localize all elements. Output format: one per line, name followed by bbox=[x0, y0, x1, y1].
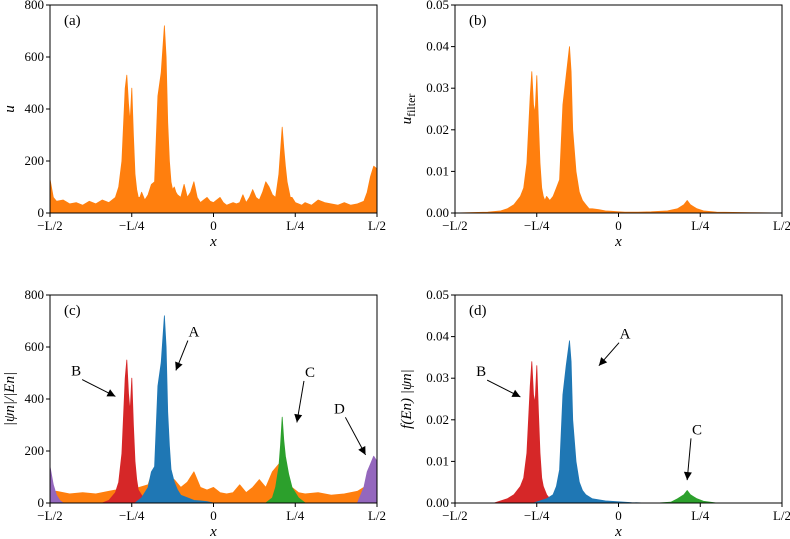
y-tick-label: 0 bbox=[38, 205, 45, 220]
annotation-label: A bbox=[188, 325, 199, 341]
x-tick-label: L/2 bbox=[773, 508, 790, 523]
chart-panel-1: 0 200 400 600 800 −L/2 −L/4 0 L/4 L/2 x u (a) bbox=[2, 0, 386, 250]
chart-panel-3: 0 200 400 600 800 −L/2 −L/4 0 L/4 L/2 x |ψn|/|En| (c… bbox=[2, 287, 386, 539]
x-tick-label: L/4 bbox=[286, 218, 305, 233]
x-tick-label: −L/2 bbox=[442, 218, 467, 233]
series-purple-area bbox=[49, 455, 378, 504]
x-tick-label: −L/4 bbox=[524, 508, 550, 523]
x-axis-label: x bbox=[614, 524, 622, 539]
series-green-area bbox=[657, 490, 717, 504]
x-tick-label: 0 bbox=[210, 508, 217, 523]
series-green-area bbox=[265, 416, 306, 504]
y-tick-label: 0.03 bbox=[426, 80, 449, 95]
x-tick-label: L/2 bbox=[368, 218, 386, 233]
chart-panel-2: 0.00 0.01 0.02 0.03 0.04 0.05 −L/2 −L/4 0 L/4 L/2 x… bbox=[399, 0, 790, 250]
y-tick-label: 800 bbox=[25, 287, 45, 302]
annotation-label: A bbox=[620, 327, 631, 343]
annotation-arrowhead bbox=[294, 413, 303, 423]
y-tick-label: 0.05 bbox=[426, 287, 449, 302]
y-tick-label: 0.00 bbox=[426, 205, 449, 220]
panel-label: (d) bbox=[469, 303, 487, 319]
y-tick-label: 0.03 bbox=[426, 370, 449, 385]
series-red-area bbox=[493, 361, 560, 504]
series-orange-area bbox=[49, 463, 378, 504]
axes-frame bbox=[454, 294, 783, 504]
y-tick-label: 0.04 bbox=[426, 39, 449, 54]
x-axis-label: x bbox=[209, 234, 217, 250]
x-tick-label: −L/4 bbox=[119, 218, 145, 233]
panel-label: (c) bbox=[64, 303, 81, 319]
x-tick-label: L/4 bbox=[691, 508, 710, 523]
x-tick-label: L/4 bbox=[691, 218, 710, 233]
series-blue-area bbox=[533, 340, 646, 504]
x-tick-label: −L/4 bbox=[119, 508, 145, 523]
axes-frame bbox=[49, 4, 378, 214]
y-tick-label: 200 bbox=[25, 443, 45, 458]
y-tick-label: 0.02 bbox=[426, 412, 449, 427]
series-orange-area bbox=[454, 46, 783, 214]
y-tick-label: 0.05 bbox=[426, 0, 449, 12]
annotation-arrowhead bbox=[598, 357, 608, 366]
y-tick-label: 600 bbox=[25, 49, 45, 64]
y-tick-label: 400 bbox=[25, 391, 45, 406]
x-tick-label: L/4 bbox=[286, 508, 305, 523]
x-tick-label: 0 bbox=[210, 218, 217, 233]
annotation-arrowhead bbox=[683, 471, 692, 481]
x-tick-label: 0 bbox=[615, 508, 622, 523]
y-tick-label: 600 bbox=[25, 339, 45, 354]
x-tick-label: −L/2 bbox=[37, 218, 62, 233]
y-tick-label: 0 bbox=[38, 495, 45, 510]
y-tick-label: 0.00 bbox=[426, 495, 449, 510]
x-tick-label: L/2 bbox=[773, 218, 790, 233]
y-axis-label-subscript: filter bbox=[404, 94, 418, 117]
x-tick-label: L/2 bbox=[368, 508, 386, 523]
x-tick-label: −L/2 bbox=[442, 508, 467, 523]
axes-frame bbox=[454, 4, 783, 214]
series-red-area bbox=[101, 359, 149, 504]
chart-panel-4: 0.00 0.01 0.02 0.03 0.04 0.05 −L/2 −L/4 0 L/4 L/2 x… bbox=[399, 287, 790, 539]
series-blue-area bbox=[134, 315, 214, 504]
annotation-arrowhead bbox=[175, 361, 183, 371]
y-axis-label: f(En) |ψn| bbox=[399, 369, 415, 429]
x-tick-label: −L/2 bbox=[37, 508, 62, 523]
y-axis-label: |ψn|/|En| bbox=[2, 372, 18, 426]
axes-frame bbox=[49, 294, 378, 504]
panel-label: (a) bbox=[64, 13, 81, 29]
annotation-label: C bbox=[692, 422, 702, 438]
annotation-label: B bbox=[476, 364, 486, 380]
y-tick-label: 0.04 bbox=[426, 329, 449, 344]
y-tick-label: 800 bbox=[25, 0, 45, 12]
x-axis-label: x bbox=[209, 524, 217, 539]
annotation-arrowhead bbox=[511, 389, 521, 397]
x-axis-label: x bbox=[614, 234, 622, 250]
annotation-label: B bbox=[71, 364, 81, 380]
y-tick-label: 400 bbox=[25, 101, 45, 116]
y-tick-label: 0.01 bbox=[426, 163, 449, 178]
y-axis-label: ufilter bbox=[399, 94, 418, 125]
y-tick-label: 200 bbox=[25, 153, 45, 168]
y-axis-label: u bbox=[2, 105, 18, 113]
annotation-arrowhead bbox=[358, 445, 366, 455]
y-tick-label: 0.02 bbox=[426, 122, 449, 137]
x-tick-label: −L/4 bbox=[524, 218, 550, 233]
annotation-label: C bbox=[305, 365, 315, 381]
series-orange-area bbox=[49, 25, 378, 214]
annotation-arrowhead bbox=[106, 389, 116, 397]
annotation-label: D bbox=[334, 401, 345, 417]
y-tick-label: 0.01 bbox=[426, 453, 449, 468]
panel-label: (b) bbox=[469, 13, 487, 29]
x-tick-label: 0 bbox=[615, 218, 622, 233]
